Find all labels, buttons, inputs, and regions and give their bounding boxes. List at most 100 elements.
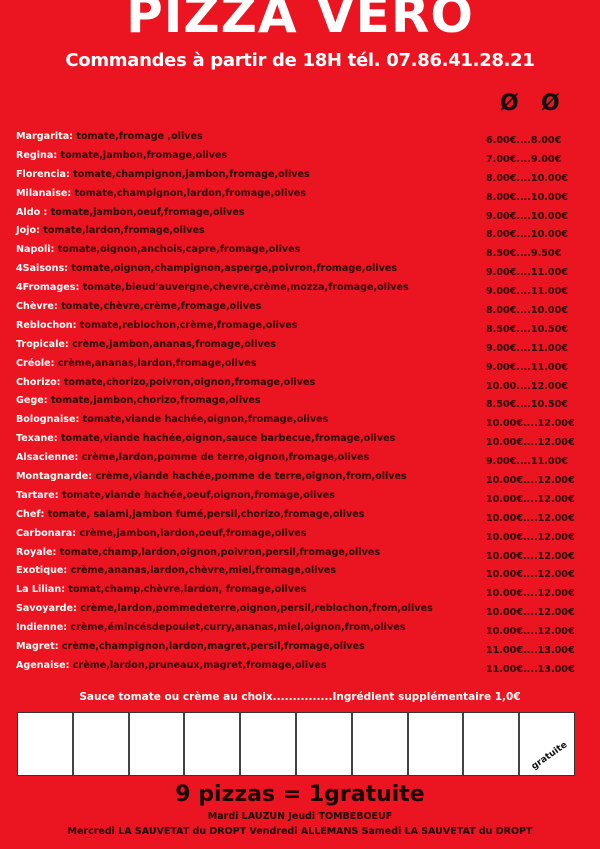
- stamp-cell: [353, 713, 409, 775]
- pizza-ingredients: tomate,champignon,jambon,fromage,olives: [73, 168, 310, 180]
- pizza-name: La Lilian:: [16, 584, 66, 596]
- pizza-ingredients: tomate,fromage ,olives: [76, 131, 203, 142]
- menu-item: Chèvre: tomate,chèvre,crème,fromage,oliv…: [16, 298, 586, 317]
- menu-item: Milanaise: tomate,champignon,lardon,from…: [16, 185, 586, 204]
- pizza-name: Napoli:: [16, 244, 55, 256]
- pizza-ingredients: tomate,bieud'auvergne,chevre,crème,mozza…: [82, 282, 409, 294]
- pizza-name: Texane:: [16, 433, 58, 445]
- pizza-ingredients: tomate,jambon,fromage,olives: [60, 149, 228, 161]
- stamp-cell: [74, 713, 130, 775]
- menu-item: Gege: tomate,jambon,chorizo,fromage,oliv…: [16, 392, 586, 411]
- pizza-ingredients: crème,lardon,pruneaux,magret,fromage,oli…: [72, 659, 327, 671]
- pizza-price: 10.00€....12.00€: [486, 418, 575, 430]
- pizza-price: 8.00€....10.00€: [486, 305, 568, 317]
- menu-item: La Lilian: tomat,champ,chèvre,lardon, fr…: [16, 581, 586, 600]
- pizza-ingredients: tomate,chèvre,crème,fromage,olives: [61, 301, 262, 313]
- diameter-icon: Ø: [541, 91, 560, 116]
- pizza-price: 9.00€....11.00€: [486, 361, 568, 373]
- pizza-name: Milanaise:: [16, 187, 72, 199]
- pizza-name: Margarita:: [16, 131, 74, 142]
- pizza-price: 8.50€....10.50€: [486, 399, 568, 411]
- pizza-ingredients: tomate, salami,jambon fumé,persil,choriz…: [47, 508, 365, 520]
- pizza-price: 8.50€....9.50€: [486, 248, 562, 260]
- pizza-ingredients: tomate,champ,lardon,oignon,poivron,persi…: [59, 546, 381, 558]
- pizza-name: Indienne:: [16, 622, 68, 634]
- pizza-ingredients: tomat,champ,chèvre,lardon, fromage,olive…: [68, 584, 307, 596]
- pizza-price: 9.00€....11.00€: [486, 456, 568, 468]
- promo-text: 9 pizzas = 1gratuite: [175, 782, 425, 807]
- loyalty-card: gratuite: [17, 712, 575, 776]
- stamp-cell: gratuite: [520, 713, 574, 775]
- pizza-name: Florencia:: [16, 168, 70, 180]
- menu-item: Margarita: tomate,fromage ,olives 6.00€..…: [16, 128, 586, 147]
- pizza-ingredients: crème,émincésdepoulet,curry,ananas,miel,…: [70, 622, 406, 634]
- menu-item: Bolognaise: tomate,viande hachée,oignon,…: [16, 411, 586, 430]
- menu-item: Regina: tomate,jambon,fromage,olives 7.00…: [16, 147, 586, 166]
- pizza-price: 10.00€....12.00€: [486, 569, 575, 581]
- stamp-cell: [185, 713, 242, 775]
- menu-item: Indienne: crème,émincésdepoulet,curry,an…: [16, 619, 586, 638]
- pizza-name: Exotique:: [16, 565, 68, 577]
- pizza-price: 10.00€....12.00€: [486, 550, 575, 562]
- menu-item: Chorizo: tomate,chorizo,poivron,oignon,f…: [16, 374, 586, 393]
- pizza-price: 8.00€....10.00€: [486, 229, 568, 241]
- pizza-ingredients: tomate,jambon,oeuf,fromage,olives: [50, 206, 245, 218]
- stamp-cell: [464, 713, 521, 775]
- pizza-name: Jojo:: [16, 225, 40, 237]
- pizza-name: Regina:: [16, 149, 58, 161]
- pizza-ingredients: crème,jambon,lardon,oeuf,fromage,olives: [79, 527, 307, 539]
- pizza-price: 9.00€....11.00€: [486, 267, 568, 279]
- menu-item: Montagnarde: crème,viande hachée,pomme d…: [16, 468, 586, 487]
- pizza-price: 10.00€....12.00€: [486, 437, 575, 449]
- locations-line-2: Mercredi LA SAUVETAT du DROPT Vendredi A…: [67, 826, 533, 837]
- pizza-price: 10.00€....12.00€: [486, 531, 575, 543]
- pizza-ingredients: tomate,chorizo,poivron,oignon,fromage,ol…: [63, 376, 316, 388]
- free-label: gratuite: [529, 740, 570, 772]
- stamp-cell: [409, 713, 465, 775]
- pizza-price: 10.00€....12.00€: [486, 493, 575, 505]
- pizza-price: 10.00€....12.00€: [486, 607, 575, 619]
- pizza-price: 11.00€....13.00€: [486, 645, 575, 657]
- menu-item: Royale: tomate,champ,lardon,oignon,poivr…: [16, 544, 586, 563]
- menu-item: Agenaise: crème,lardon,pruneaux,magret,f…: [16, 657, 586, 676]
- pizza-price: 6.00€....8.00€: [486, 135, 562, 146]
- pizza-ingredients: crème,viande hachée,pomme de terre,oigno…: [95, 471, 407, 483]
- pizza-ingredients: crème,ananas,lardon,chèvre,miel,fromage,…: [70, 565, 337, 577]
- menu-item: Chef: tomate, salami,jambon fumé,persil,…: [16, 506, 586, 525]
- pizza-ingredients: tomate,viande hachée,oeuf,oignon,fromage…: [62, 489, 335, 501]
- locations-line-1: Mardi LAUZUN Jeudi TOMBEBOEUF: [207, 811, 393, 822]
- order-info: Commandes à partir de 18H tél. 07.86.41.…: [65, 50, 535, 71]
- pizza-name: Montagnarde:: [16, 471, 93, 483]
- pizza-price: 10.00€....12.00€: [486, 475, 575, 487]
- pizza-name: 4Saisons:: [16, 263, 69, 275]
- menu-item: Tartare: tomate,viande hachée,oeuf,oigno…: [16, 487, 586, 506]
- stamp-cell: [297, 713, 353, 775]
- stamp-cell: [130, 713, 186, 775]
- menu-item: Tropicale: crème,jambon,ananas,fromage,o…: [16, 336, 586, 355]
- pizza-name: Tartare:: [16, 489, 59, 501]
- pizza-price: 9.00€....11.00€: [486, 286, 568, 298]
- pizza-ingredients: tomate,jambon,chorizo,fromage,olives: [50, 395, 261, 407]
- menu-item: Jojo: tomate,lardon,fromage,olives 8.00€.…: [16, 222, 586, 241]
- menu-item: Carbonara: crème,jambon,lardon,oeuf,from…: [16, 525, 586, 544]
- menu-item: Créole: crème,ananas,lardon,fromage,oliv…: [16, 355, 586, 374]
- menu-item: Aldo : tomate,jambon,oeuf,fromage,olives…: [16, 204, 586, 223]
- pizza-ingredients: crème,lardon,pommedeterre,oignon,persil,…: [80, 603, 433, 615]
- pizza-name: Chorizo:: [16, 376, 61, 388]
- pizza-name: Alsacienne:: [16, 452, 79, 464]
- stamp-cell: [18, 713, 74, 775]
- menu-item: Reblochon: tomate,reblochon,crème,fromag…: [16, 317, 586, 336]
- pizza-name: Tropicale:: [16, 338, 69, 350]
- pizza-ingredients: tomate,oignon,champignon,asperge,poivron…: [71, 263, 398, 275]
- menu-item: Texane: tomate,viande hachée,oignon,sauc…: [16, 430, 586, 449]
- pizza-name: Chèvre:: [16, 301, 58, 313]
- pizza-name: Gege:: [16, 395, 48, 407]
- menu-item: Exotique: crème,ananas,lardon,chèvre,mie…: [16, 562, 586, 581]
- pizza-ingredients: crème,jambon,ananas,fromage,olives: [72, 338, 276, 350]
- pizza-price: 10.00€....12.00€: [486, 588, 575, 600]
- pizza-price: 8.00€....10.00€: [486, 172, 568, 184]
- pizza-name: Reblochon:: [16, 319, 77, 331]
- pizza-price: 8.00€....10.00€: [486, 191, 568, 203]
- pizza-ingredients: tomate,oignon,anchois,capre,fromage,oliv…: [57, 244, 301, 256]
- menu-item: Alsacienne: crème,lardon,pomme de terre,…: [16, 449, 586, 468]
